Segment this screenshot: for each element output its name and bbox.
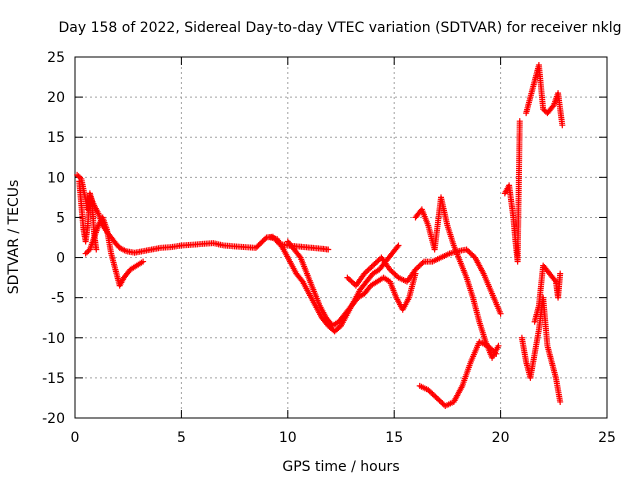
y-tick-label: -15 xyxy=(42,371,65,387)
series-track-12 xyxy=(531,262,564,325)
y-tick-label: -20 xyxy=(42,411,65,427)
data-point xyxy=(559,122,566,129)
series-track-3 xyxy=(76,178,100,253)
x-tick-label: 20 xyxy=(492,430,510,446)
plot-frame xyxy=(74,56,608,419)
y-tick-label: 10 xyxy=(47,170,65,186)
data-point xyxy=(298,277,305,284)
data-point xyxy=(557,270,564,277)
data-point xyxy=(549,103,556,110)
y-tick-label: -10 xyxy=(42,331,65,347)
series-track-10 xyxy=(518,294,564,405)
data-point xyxy=(93,246,100,253)
data-point xyxy=(258,239,265,246)
series-track-5 xyxy=(284,238,419,329)
series-track-7 xyxy=(412,194,502,361)
series-track-1 xyxy=(74,171,332,256)
data-point xyxy=(493,350,500,357)
data-points xyxy=(74,62,566,409)
data-point xyxy=(325,246,332,253)
x-tick-label: 0 xyxy=(71,430,80,446)
x-tick-label: 15 xyxy=(385,430,403,446)
data-point xyxy=(495,342,502,349)
data-point xyxy=(395,242,402,249)
data-point xyxy=(252,244,259,251)
x-tick-label: 5 xyxy=(177,430,186,446)
data-point xyxy=(296,253,303,260)
y-tick-label: 15 xyxy=(47,130,65,146)
data-point xyxy=(394,243,401,250)
data-point xyxy=(497,310,504,317)
data-point xyxy=(259,238,266,245)
grid xyxy=(75,57,607,418)
data-point xyxy=(557,398,564,405)
chart-title: Day 158 of 2022, Sidereal Day-to-day VTE… xyxy=(59,20,622,36)
y-tick-label: 5 xyxy=(56,210,65,226)
series-track-11 xyxy=(523,62,566,129)
y-tick-label: 20 xyxy=(47,90,65,106)
y-tick-label: -5 xyxy=(51,291,65,307)
series-track-4 xyxy=(267,234,402,335)
data-point xyxy=(255,242,262,249)
data-point xyxy=(140,258,147,265)
x-tick-label: 25 xyxy=(598,430,616,446)
x-axis-label: GPS time / hours xyxy=(282,459,399,475)
x-tick-label: 10 xyxy=(279,430,297,446)
data-point xyxy=(254,243,261,250)
series-track-9 xyxy=(501,118,523,265)
axis-ticks: 0 5 10 15 20 25 -20 -15 -10 -5 0 5 10 15 20 25 xyxy=(42,50,616,446)
y-tick-label: 0 xyxy=(56,251,65,267)
data-point xyxy=(260,237,267,244)
series-track-8 xyxy=(416,338,500,409)
data-point xyxy=(256,241,263,248)
y-tick-label: 25 xyxy=(47,50,65,66)
data-point xyxy=(516,118,523,125)
y-axis-label: SDTVAR / TECUs xyxy=(6,180,22,295)
